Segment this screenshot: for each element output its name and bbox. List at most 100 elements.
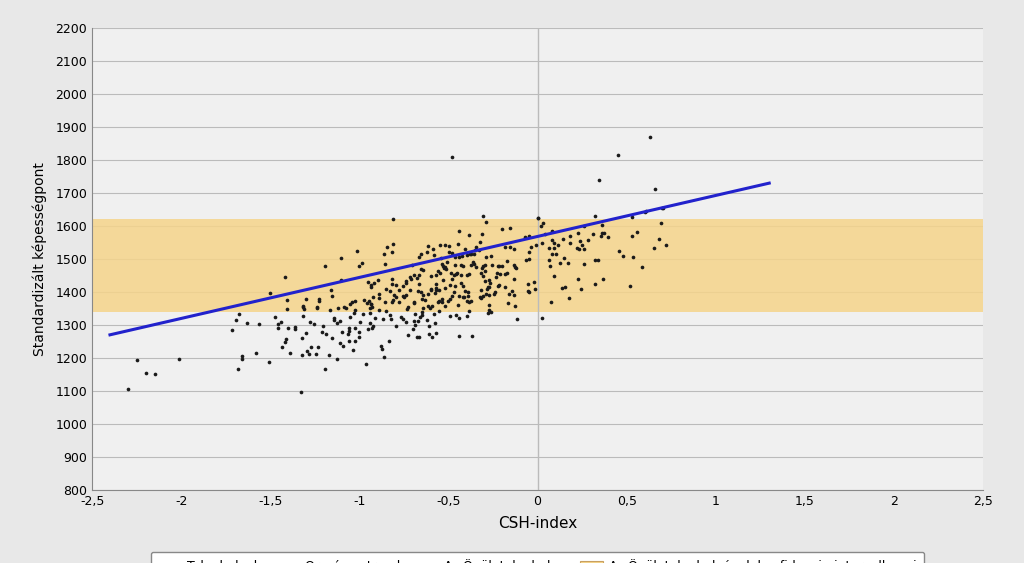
Point: [443, 152, 460, 161]
Point: [466, 250, 482, 259]
Point: [541, 256, 557, 265]
Point: [230, 310, 247, 319]
Point: [495, 224, 511, 233]
Point: [474, 211, 490, 220]
Point: [637, 208, 653, 217]
Point: [484, 261, 501, 270]
Point: [442, 294, 459, 303]
Point: [441, 311, 458, 320]
Point: [384, 275, 400, 284]
Point: [316, 261, 333, 270]
Point: [415, 291, 431, 300]
Y-axis label: Standardizált képességpont: Standardizált képességpont: [33, 162, 47, 356]
Point: [382, 311, 398, 320]
Point: [326, 316, 342, 325]
Point: [298, 294, 314, 303]
Point: [478, 284, 495, 293]
Point: [521, 288, 538, 297]
Point: [385, 296, 401, 305]
Point: [575, 221, 592, 230]
Point: [487, 272, 504, 281]
Point: [413, 249, 429, 258]
Point: [537, 230, 553, 239]
Point: [436, 241, 453, 250]
Point: [347, 306, 364, 315]
Point: [377, 259, 393, 268]
Point: [301, 350, 317, 359]
Point: [499, 257, 515, 266]
Point: [349, 246, 366, 255]
Point: [504, 287, 520, 296]
Point: [354, 310, 371, 319]
Point: [449, 268, 465, 277]
Point: [474, 230, 490, 239]
Point: [378, 306, 394, 315]
Point: [338, 304, 354, 313]
Point: [625, 231, 641, 240]
Point: [475, 261, 492, 270]
Point: [317, 329, 334, 338]
Point: [411, 333, 427, 342]
Point: [435, 275, 452, 284]
Point: [352, 318, 369, 327]
Point: [482, 252, 499, 261]
Point: [137, 368, 154, 377]
Point: [407, 310, 423, 319]
Point: [385, 215, 401, 224]
Point: [440, 242, 457, 251]
Point: [587, 279, 603, 288]
Point: [595, 275, 611, 284]
Point: [313, 328, 330, 337]
Point: [362, 280, 379, 289]
Point: [390, 297, 407, 306]
Point: [383, 315, 399, 324]
Point: [269, 319, 286, 328]
Point: [590, 256, 606, 265]
Point: [434, 259, 451, 268]
Point: [274, 343, 291, 352]
Point: [446, 260, 463, 269]
Point: [398, 291, 415, 300]
Point: [459, 296, 475, 305]
Point: [562, 238, 579, 247]
Point: [422, 303, 438, 312]
Point: [536, 218, 552, 227]
Point: [399, 330, 416, 339]
Point: [594, 221, 610, 230]
Point: [419, 316, 435, 325]
Point: [650, 234, 667, 243]
Point: [424, 302, 440, 311]
Point: [326, 313, 342, 322]
Point: [317, 365, 334, 374]
Point: [302, 317, 318, 326]
Point: [314, 322, 331, 331]
Point: [546, 244, 562, 253]
Point: [560, 294, 577, 303]
Point: [278, 335, 294, 344]
Point: [451, 253, 467, 262]
Point: [427, 318, 443, 327]
Point: [362, 283, 379, 292]
Point: [451, 227, 467, 236]
Point: [333, 275, 349, 284]
Point: [294, 351, 310, 360]
Bar: [92, 220, 983, 312]
Point: [454, 252, 470, 261]
Point: [371, 289, 387, 298]
Point: [555, 234, 571, 243]
Point: [543, 297, 559, 306]
Point: [409, 274, 425, 283]
Point: [506, 290, 522, 299]
Point: [295, 312, 311, 321]
Point: [506, 244, 522, 253]
Point: [457, 286, 473, 295]
Point: [386, 291, 402, 300]
Point: [129, 355, 145, 364]
Point: [474, 272, 490, 281]
Point: [378, 285, 394, 294]
Point: [322, 351, 338, 360]
Point: [377, 297, 393, 306]
Point: [600, 233, 616, 242]
Point: [248, 348, 264, 358]
Point: [465, 258, 481, 267]
